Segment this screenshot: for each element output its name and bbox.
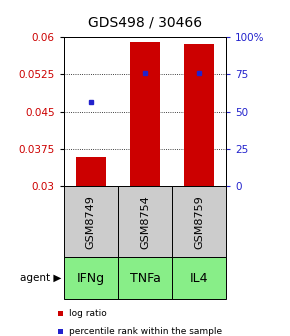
Text: GSM8749: GSM8749 [86, 195, 96, 249]
Text: GDS498 / 30466: GDS498 / 30466 [88, 15, 202, 29]
Text: GSM8759: GSM8759 [194, 195, 204, 249]
Text: IFNg: IFNg [77, 271, 105, 285]
Bar [76, 157, 106, 186]
Text: GSM8754: GSM8754 [140, 195, 150, 249]
Bar [130, 42, 160, 186]
Bar [184, 44, 214, 186]
Text: TNFa: TNFa [130, 271, 160, 285]
Text: log ratio: log ratio [69, 309, 107, 318]
Text: percentile rank within the sample: percentile rank within the sample [69, 327, 222, 336]
Text: agent ▶: agent ▶ [19, 273, 61, 283]
Text: IL4: IL4 [190, 271, 209, 285]
